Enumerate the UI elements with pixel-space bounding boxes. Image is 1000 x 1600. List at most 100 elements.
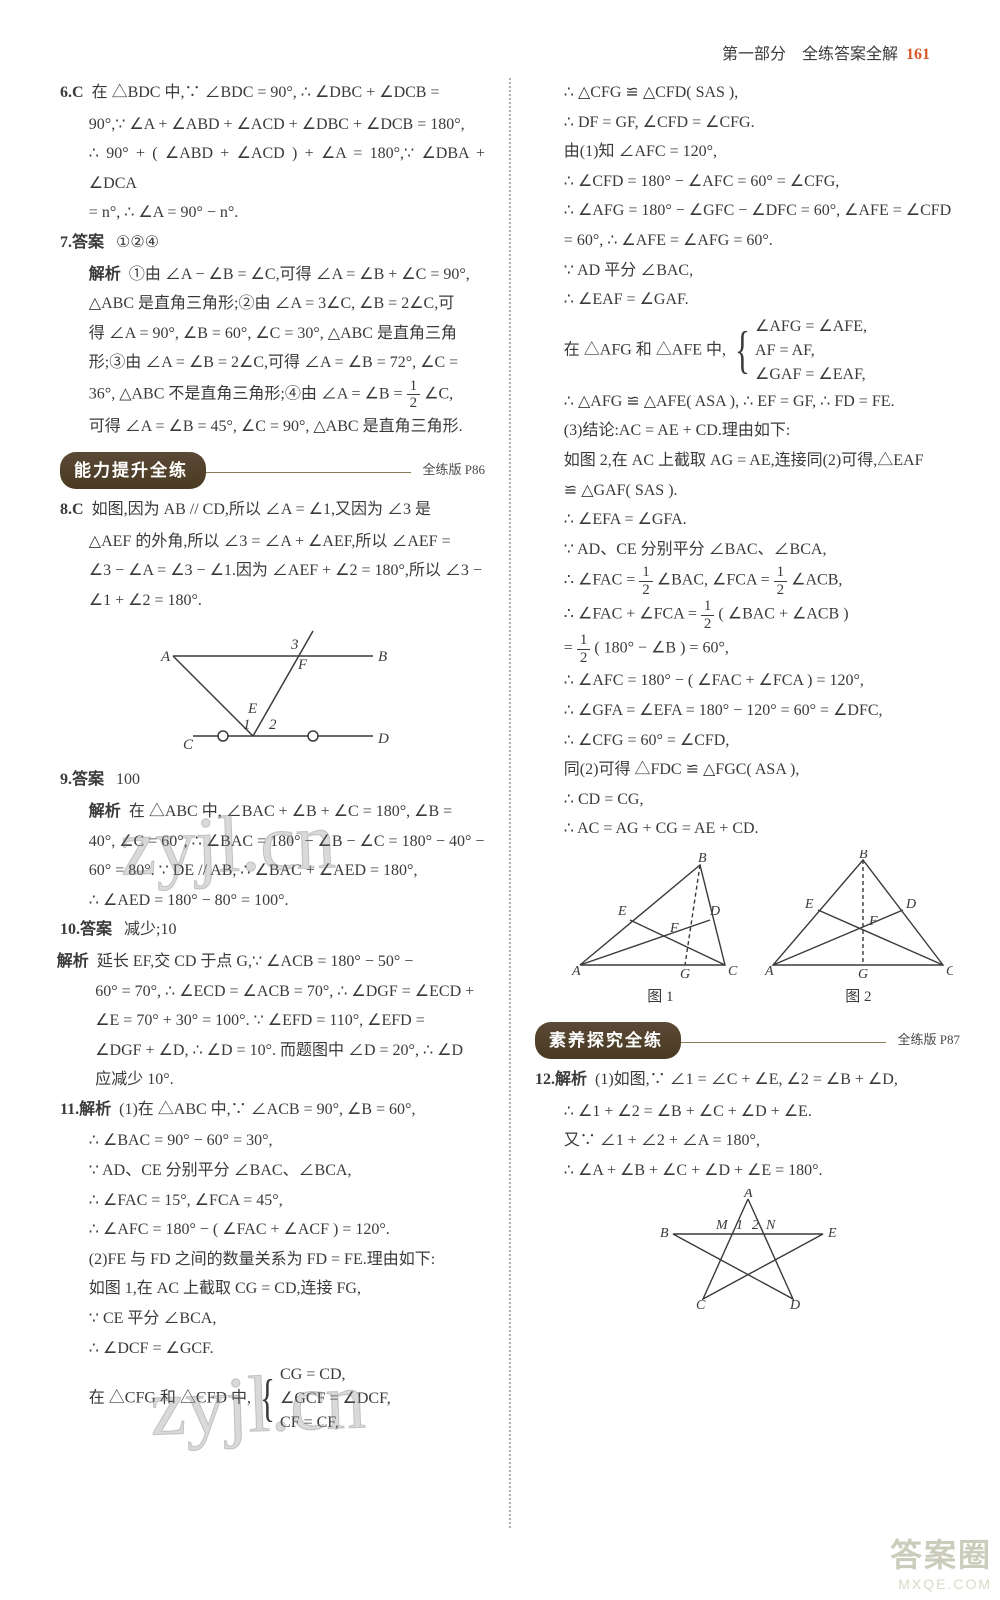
- r-l3: 由(1)知 ∠AFC = 120°,: [535, 137, 960, 167]
- r-l9: 在 △AFG 和 △AFE 中, { ∠AFG = ∠AFE, AF = AF,…: [535, 315, 960, 387]
- q12-l2: ∴ ∠1 + ∠2 = ∠B + ∠C + ∠D + ∠E.: [535, 1097, 960, 1127]
- svg-text:M: M: [715, 1218, 729, 1233]
- svg-text:A: A: [764, 964, 774, 979]
- r-l20: ∴ ∠GFA = ∠EFA = 180° − 120° = 60° = ∠DFC…: [535, 696, 960, 726]
- fig1: A B C D E F G: [570, 850, 750, 980]
- q11-l7: 如图 1,在 AC 上截取 CG = CD,连接 FG,: [60, 1274, 485, 1304]
- q11-l6: (2)FE 与 FD 之间的数量关系为 FD = FE.理由如下:: [60, 1245, 485, 1275]
- q7-jx: 解析 ①由 ∠A − ∠B = ∠C,可得 ∠A = ∠B + ∠C = 90°…: [60, 260, 485, 290]
- cap1-title: 能力提升全练: [60, 452, 206, 489]
- q7-jx-label: 解析: [89, 266, 121, 283]
- q7-l6: 可得 ∠A = ∠B = 45°, ∠C = 90°, △ABC 是直角三角形.: [60, 412, 485, 442]
- r-l17: ∴ ∠FAC + ∠FCA = 12 ( ∠BAC + ∠ACB ): [535, 598, 960, 632]
- r-l12: 如图 2,在 AC 上截取 AG = AE,连接同(2)可得,△EAF: [535, 446, 960, 476]
- q11-l2: ∴ ∠BAC = 90° − 60° = 30°,: [60, 1126, 485, 1156]
- svg-text:1: 1: [243, 717, 251, 733]
- cap2-ref: 全练版 P87: [898, 1028, 960, 1052]
- svg-text:A: A: [160, 649, 171, 665]
- q11-l3: ∵ AD、CE 分别平分 ∠BAC、∠BCA,: [60, 1156, 485, 1186]
- cases-icon: { ∠AFG = ∠AFE, AF = AF, ∠GAF = ∠EAF,: [730, 315, 867, 387]
- r-l19: ∴ ∠AFC = 180° − ( ∠FAC + ∠FCA ) = 120°,: [535, 666, 960, 696]
- fig2-label: 图 2: [763, 984, 953, 1012]
- q10: 10.答案 减少;10: [60, 915, 485, 945]
- q7-l5a: 36°, △ABC 不是直角三角形;④由 ∠A = ∠B =: [89, 386, 407, 403]
- svg-text:C: C: [946, 964, 953, 979]
- q7-num: 7.答案: [60, 234, 104, 251]
- q7-l1: ①由 ∠A − ∠B = ∠C,可得 ∠A = ∠B + ∠C = 90°,: [129, 266, 470, 283]
- q8-l1: 如图,因为 AB // CD,所以 ∠A = ∠1,又因为 ∠3 是: [92, 501, 431, 518]
- q11-l5: ∴ ∠AFC = 180° − ( ∠FAC + ∠ACF ) = 120°.: [60, 1215, 485, 1245]
- q11-l10: 在 △CFG 和 △CFD 中, { CG = CD, ∠GCF = ∠DCF,…: [60, 1363, 485, 1435]
- q7-ans: ①②④: [116, 234, 159, 251]
- q9-ans: 100: [116, 771, 140, 788]
- svg-text:1: 1: [736, 1218, 743, 1233]
- r-l2: ∴ DF = GF, ∠CFD = ∠CFG.: [535, 108, 960, 138]
- q12: 12.解析 (1)如图,∵ ∠1 = ∠C + ∠E, ∠2 = ∠B + ∠D…: [535, 1065, 960, 1095]
- svg-text:E: E: [247, 701, 257, 717]
- svg-text:2: 2: [752, 1218, 759, 1233]
- r-l14: ∴ ∠EFA = ∠GFA.: [535, 505, 960, 535]
- corner-a: 答案圈: [890, 1530, 992, 1576]
- q9-l3: 60° = 80°. ∵ DE // AB, ∴ ∠BAC + ∠AED = 1…: [60, 856, 485, 886]
- svg-text:B: B: [660, 1226, 669, 1241]
- svg-text:B: B: [378, 649, 387, 665]
- q11-l10a: 在 △CFG 和 △CFD 中,: [89, 1390, 251, 1407]
- r-l22: 同(2)可得 △FDC ≌ △FGC( ASA ),: [535, 755, 960, 785]
- r-l6: = 60°, ∴ ∠AFE = ∠AFG = 60°.: [535, 226, 960, 256]
- frac-half-icon: 12: [774, 564, 788, 598]
- corner-b: MXQE.COM: [890, 1576, 992, 1592]
- q6-l4: = n°, ∴ ∠A = 90° − n°.: [60, 198, 485, 228]
- svg-text:D: D: [377, 731, 389, 747]
- cap2-rule: [681, 1042, 886, 1043]
- q6-l3: ∴ 90° + ( ∠ABD + ∠ACD ) + ∠A = 180°,∵ ∠D…: [60, 139, 485, 198]
- q10-l3: ∠E = 70° + 30° = 100°. ∵ ∠EFD = 110°, ∠E…: [60, 1006, 485, 1036]
- svg-text:F: F: [669, 921, 679, 936]
- q11-l9: ∴ ∠DCF = ∠GCF.: [60, 1334, 485, 1364]
- q8: 8.C 如图,因为 AB // CD,所以 ∠A = ∠1,又因为 ∠3 是: [60, 495, 485, 525]
- page-header: 第一部分 全练答案全解 161: [60, 40, 960, 64]
- r-l11: (3)结论:AC = AE + CD.理由如下:: [535, 416, 960, 446]
- q7: 7.答案 ①②④: [60, 228, 485, 258]
- columns: 6.C 在 △BDC 中,∵ ∠BDC = 90°, ∴ ∠DBC + ∠DCB…: [60, 78, 960, 1528]
- r-l15: ∵ AD、CE 分别平分 ∠BAC、∠BCA,: [535, 535, 960, 565]
- svg-text:E: E: [804, 897, 814, 912]
- q10-num: 10.答案: [60, 921, 112, 938]
- frac-half-icon: 12: [639, 564, 653, 598]
- q12-num: 12.解析: [535, 1071, 587, 1088]
- q8-l2: △AEF 的外角,所以 ∠3 = ∠A + ∠AEF,所以 ∠AEF =: [60, 527, 485, 557]
- star-figure: A B C D E M N 1 2: [648, 1189, 848, 1309]
- right-column: ∴ △CFG ≌ △CFD( SAS ), ∴ DF = GF, ∠CFD = …: [535, 78, 960, 1528]
- svg-text:D: D: [789, 1298, 800, 1309]
- svg-text:E: E: [827, 1226, 837, 1241]
- svg-text:C: C: [183, 737, 194, 753]
- svg-text:3: 3: [290, 637, 299, 653]
- q7-l5b: ∠C,: [424, 386, 453, 403]
- r-l18: = 12 ( 180° − ∠B ) = 60°,: [535, 632, 960, 666]
- q9-jx: 解析 在 △ABC 中, ∠BAC + ∠B + ∠C = 180°, ∠B =: [60, 797, 485, 827]
- q9-jx-label: 解析: [89, 803, 121, 820]
- q9: 9.答案 100: [60, 765, 485, 795]
- q9-l2: 40°, ∠C = 60°, ∴ ∠BAC = 180° − ∠B − ∠C =…: [60, 827, 485, 857]
- q11-l8: ∵ CE 平分 ∠BCA,: [60, 1304, 485, 1334]
- page-number: 161: [906, 46, 930, 63]
- q10-l2: 60° = 70°, ∴ ∠ECD = ∠ACB = 70°, ∴ ∠DGF =…: [60, 977, 485, 1007]
- q8-num: 8.C: [60, 501, 84, 518]
- r-l23: ∴ CD = CG,: [535, 785, 960, 815]
- cap1: 能力提升全练 全练版 P86: [60, 452, 485, 489]
- svg-text:G: G: [858, 967, 868, 980]
- frac-half-icon: 12: [701, 598, 715, 632]
- fig2: A B C D E F G: [763, 850, 953, 980]
- q10-l1: 延长 EF,交 CD 于点 G,∵ ∠ACB = 180° − 50° −: [97, 953, 413, 970]
- fig1-label: 图 1: [570, 984, 750, 1012]
- svg-text:D: D: [709, 904, 720, 919]
- cases-icon: { CG = CD, ∠GCF = ∠DCF, CF = CF,: [255, 1363, 391, 1435]
- q7-l5: 36°, △ABC 不是直角三角形;④由 ∠A = ∠B = 12 ∠C,: [60, 378, 485, 412]
- q6-l2: 90°,∵ ∠A + ∠ABD + ∠ACD + ∠DBC + ∠DCB = 1…: [60, 110, 485, 140]
- q11-l4: ∴ ∠FAC = 15°, ∠FCA = 45°,: [60, 1186, 485, 1216]
- svg-text:B: B: [698, 851, 707, 866]
- cap1-ref: 全练版 P86: [423, 458, 485, 482]
- q8-figure: A B C D E F 1 2 3: [143, 621, 403, 761]
- q6-l1: 在 △BDC 中,∵ ∠BDC = 90°, ∴ ∠DBC + ∠DCB =: [92, 84, 440, 101]
- svg-text:D: D: [905, 897, 916, 912]
- q7-l2: △ABC 是直角三角形;②由 ∠A = 3∠C, ∠B = 2∠C,可: [60, 289, 485, 319]
